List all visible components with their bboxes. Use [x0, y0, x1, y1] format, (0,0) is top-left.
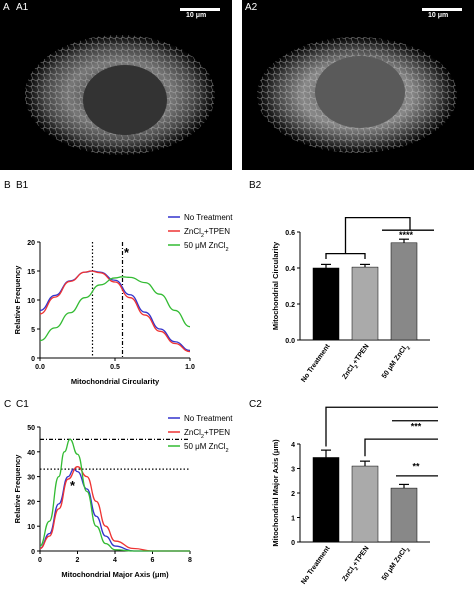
panel-label-a2: A2 [245, 2, 258, 13]
panel-label-b1: B1 [16, 180, 29, 191]
y-tick-label: 0.6 [285, 230, 295, 237]
micrograph-a1: A A1 10 μm [0, 0, 232, 170]
y-tick-label: 2 [291, 491, 295, 498]
x-axis-label: Mitochondrial Major Axis (μm) [61, 570, 169, 579]
micrograph-a2: A2 10 μm [242, 0, 474, 170]
y-tick-label: 15 [27, 269, 35, 276]
x-tick-label: No Treatment [300, 343, 332, 384]
scale-bar-a1 [180, 8, 220, 11]
y-tick-label: 50 [27, 425, 35, 432]
scale-label-a1: 10 μm [186, 12, 207, 19]
series-line [39, 270, 191, 353]
x-tick-label: 50 μM ZnCl2 [381, 343, 412, 382]
legend-label: ZnCl2+TPEN [184, 227, 230, 239]
y-tick-label: 0.4 [285, 266, 295, 273]
y-tick-label: 0 [31, 356, 35, 363]
legend-label: ZnCl2+TPEN [184, 428, 230, 440]
significance-star: * [70, 478, 76, 493]
x-tick-label: 0.0 [35, 364, 45, 371]
series-line [39, 466, 190, 552]
significance-stars: **** [399, 230, 414, 240]
y-tick-label: 10 [27, 524, 35, 531]
cell-image-a2 [257, 37, 457, 153]
significance-stars: *** [411, 422, 422, 432]
y-tick-label: 20 [27, 240, 35, 247]
panel-label-a: A [3, 2, 10, 13]
legend-label: No Treatment [184, 414, 233, 423]
y-tick-label: 0 [31, 549, 35, 556]
y-tick-label: 30 [27, 475, 35, 482]
panel-label-b: B [4, 180, 11, 191]
y-tick-label: 0.0 [285, 338, 295, 345]
significance-stars: ** [412, 462, 420, 472]
bar [351, 465, 379, 543]
x-tick-label: 4 [113, 557, 117, 564]
series-line [39, 468, 190, 552]
y-tick-label: 10 [27, 298, 35, 305]
y-tick-label: 3 [291, 467, 295, 474]
significance-bracket [325, 252, 366, 259]
significance-bracket [344, 216, 411, 254]
y-axis-label: Relative Frequency [13, 265, 22, 335]
scale-bar-a2 [422, 8, 462, 11]
y-axis-label: Relative Frequency [13, 454, 22, 524]
y-tick-label: 20 [27, 499, 35, 506]
significance-bracket [325, 406, 438, 447]
series-line [39, 276, 191, 342]
chart-b1: 0 5 10 15 20 0.0 0.5 1.0 Mitochondrial Circulari… [13, 213, 233, 386]
legend-label: 50 μM ZnCl2 [184, 442, 229, 454]
bar [390, 487, 418, 543]
bar [390, 242, 418, 341]
series-line [39, 438, 190, 552]
panel-label-c1: C1 [16, 399, 29, 410]
x-axis-label: Mitochondrial Circularity [71, 377, 160, 386]
panel-label-a1: A1 [16, 2, 29, 13]
x-tick-label: ZnCl2+TPEN [341, 343, 372, 382]
x-tick-label: 50 μM ZnCl2 [381, 545, 412, 584]
chart-c2: 0 1 2 3 4 Mitochondrial Major Axis (μm) No Tre… [271, 406, 438, 586]
y-tick-label: 40 [27, 450, 35, 457]
chart-c1: 0 10 20 30 40 50 0 2 4 6 8 Mitochondrial Major Axis… [13, 414, 233, 579]
y-tick-label: 0 [291, 540, 295, 547]
scale-label-a2: 10 μm [428, 12, 449, 19]
y-tick-label: 0.2 [285, 302, 295, 309]
x-tick-label: 0.5 [110, 364, 120, 371]
x-tick-label: 6 [151, 557, 155, 564]
x-tick-label: 1.0 [185, 364, 195, 371]
panel-label-c: C [4, 399, 12, 410]
legend-label: No Treatment [184, 213, 233, 222]
x-tick-label: 2 [76, 557, 80, 564]
panel-label-b2: B2 [249, 180, 262, 191]
significance-star: * [124, 245, 130, 260]
y-tick-label: 4 [291, 442, 295, 449]
y-axis-label: Mitochondrial Circularity [271, 241, 280, 330]
x-tick-label: No Treatment [300, 545, 332, 586]
panel-label-c2: C2 [249, 399, 262, 410]
chart-b2: 0.0 0.2 0.4 0.6 Mitochondrial Circularity No … [271, 216, 434, 384]
y-tick-label: 1 [291, 516, 295, 523]
x-tick-label: 8 [188, 557, 192, 564]
y-tick-label: 5 [31, 327, 35, 334]
bar [351, 266, 379, 341]
bar [312, 267, 340, 341]
legend-label: 50 μM ZnCl2 [184, 241, 229, 253]
bar [312, 457, 340, 543]
significance-bracket [364, 438, 438, 457]
x-tick-label: 0 [38, 557, 42, 564]
y-axis-label: Mitochondrial Major Axis (μm) [271, 439, 280, 547]
x-tick-label: ZnCl2+TPEN [341, 545, 372, 584]
cell-image-a1 [25, 35, 215, 155]
